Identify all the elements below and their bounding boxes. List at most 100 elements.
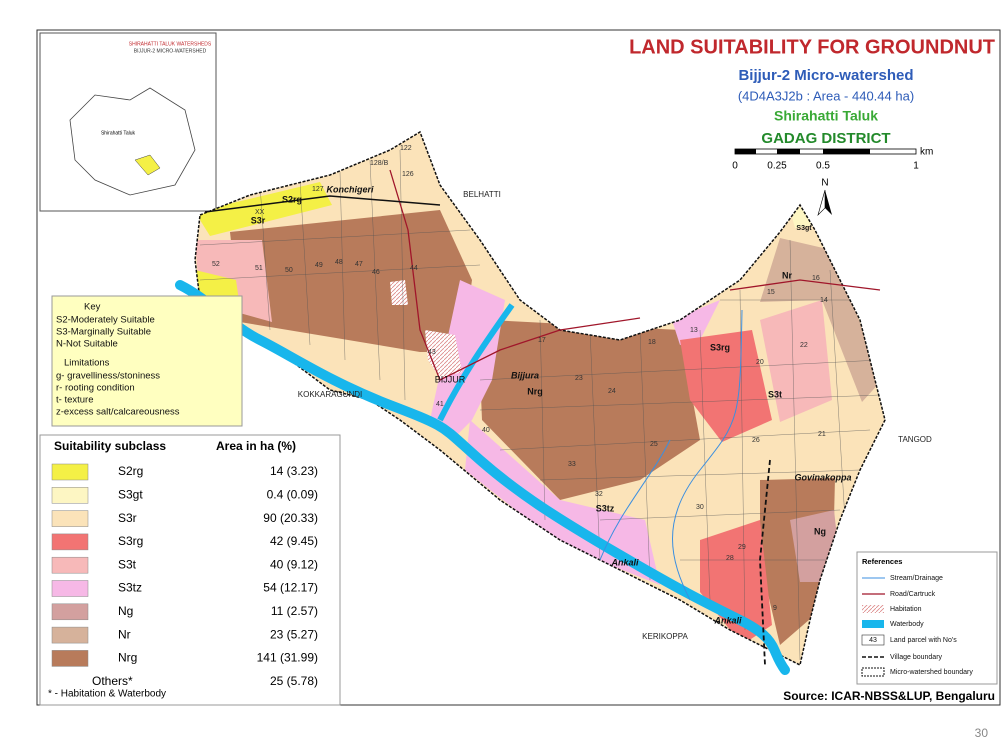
legend-class: S3rg bbox=[118, 534, 143, 548]
legend-footnote: * - Habitation & Waterbody bbox=[48, 689, 166, 700]
key-box bbox=[51, 295, 243, 427]
parcel-label: 15 bbox=[767, 289, 775, 296]
village-label: Bijjura bbox=[511, 370, 539, 380]
village-label: Govinakoppa bbox=[794, 472, 851, 482]
parcel-label: 52 bbox=[212, 261, 220, 268]
unit-label: S3rg bbox=[710, 342, 730, 352]
unit-label: S3tz bbox=[596, 503, 615, 513]
ref-item: Road/Cartruck bbox=[890, 591, 936, 598]
legend-area: 42 (9.45) bbox=[270, 534, 318, 548]
legend-area: 54 (12.17) bbox=[263, 581, 318, 595]
parcel-label: 21 bbox=[818, 431, 826, 438]
legend-class: S2rg bbox=[118, 464, 143, 478]
legend-area: 11 (2.57) bbox=[271, 604, 318, 618]
place-label: TANGOD bbox=[898, 435, 932, 444]
legend-class: Nr bbox=[118, 627, 131, 641]
legend-swatch bbox=[51, 580, 89, 597]
title: LAND SUITABILITY FOR GROUNDNUT bbox=[629, 36, 995, 58]
parcel-label: 51 bbox=[255, 265, 263, 272]
key-item: t- texture bbox=[56, 395, 94, 406]
parcel-label: 9 bbox=[773, 605, 777, 612]
place-label: KOKKARAGUNDI bbox=[298, 390, 362, 399]
unit-label: S2rg bbox=[282, 194, 302, 204]
legend-class: Others* bbox=[92, 674, 133, 688]
subtitle: Bijjur-2 Micro-watershed bbox=[738, 67, 913, 84]
parcel-label: 122 bbox=[400, 145, 412, 152]
parcel-label: 18 bbox=[648, 339, 656, 346]
legend-box bbox=[39, 434, 341, 706]
scale-label: 0 bbox=[732, 161, 738, 172]
inset-label: Shirahatti Taluk bbox=[101, 130, 136, 136]
legend-swatch bbox=[51, 650, 89, 667]
parcel-label: 40 bbox=[482, 427, 490, 434]
ref-symbol bbox=[862, 620, 884, 628]
parcel-label: 44 bbox=[410, 265, 418, 272]
unit-label: Nr bbox=[782, 270, 792, 280]
taluk: Shirahatti Taluk bbox=[774, 108, 878, 124]
area-text: (4D4A3J2b : Area - 440.44 ha) bbox=[738, 88, 914, 103]
inset-title: SHIRAHATTI TALUK WATERSHEDS bbox=[129, 41, 212, 47]
ref-item: Waterbody bbox=[890, 621, 924, 628]
unit-label: S3gt bbox=[796, 225, 812, 232]
key-item: z-excess salt/calcareousness bbox=[56, 407, 180, 418]
legend-swatch bbox=[51, 556, 89, 574]
parcel-label: 41 bbox=[436, 401, 444, 408]
key-item: S3-Marginally Suitable bbox=[56, 327, 151, 338]
legend-class: Ng bbox=[118, 604, 133, 618]
parcel-label: 30 bbox=[696, 504, 704, 511]
parcel-label: 26 bbox=[752, 437, 760, 444]
place-label: KERIKOPPA bbox=[642, 632, 688, 641]
legend-area: 0.4 (0.09) bbox=[267, 487, 318, 501]
legend-class: S3t bbox=[118, 557, 137, 571]
legend-swatch bbox=[51, 603, 89, 621]
parcel-label: 49 bbox=[315, 262, 323, 269]
parcel-label: 126 bbox=[402, 171, 414, 178]
legend-area: 90 (20.33) bbox=[263, 511, 318, 525]
scale-unit: km bbox=[920, 147, 933, 158]
unit-label: S3t bbox=[768, 389, 782, 399]
page-number: 30 bbox=[975, 726, 989, 740]
legend-swatch bbox=[51, 510, 89, 527]
legend-swatch bbox=[51, 533, 89, 551]
key-item: S2-Moderately Suitable bbox=[56, 315, 155, 326]
parcel-label: 48 bbox=[335, 259, 343, 266]
legend-class: S3tz bbox=[118, 581, 142, 595]
ref-item: Stream/Drainage bbox=[890, 575, 943, 582]
village-label: Ankali bbox=[610, 557, 639, 567]
ref-item: Land parcel with No's bbox=[890, 637, 957, 644]
parcel-label: 29 bbox=[738, 544, 746, 551]
inset-map: SHIRAHATTI TALUK WATERSHEDS BIJJUR-2 MIC… bbox=[39, 32, 217, 212]
ref-symbol bbox=[861, 634, 885, 646]
ref-item: Village boundary bbox=[890, 654, 943, 661]
unit-label: Nrg bbox=[527, 386, 543, 396]
key-item: r- rooting condition bbox=[56, 383, 135, 394]
parcel-label: 32 bbox=[595, 491, 603, 498]
references-box bbox=[856, 551, 998, 685]
references-heading: References bbox=[862, 557, 902, 566]
legend-area: 40 (9.12) bbox=[270, 557, 318, 571]
scale-label: 1 bbox=[913, 161, 919, 172]
inset-subtitle: BIJJUR-2 MICRO-WATERSHED bbox=[134, 48, 207, 54]
parcel-label: 128/B bbox=[370, 160, 389, 167]
key-item: g- gravelliness/stoniness bbox=[56, 371, 160, 382]
north-arrow bbox=[825, 190, 832, 215]
key-heading: Key bbox=[84, 302, 101, 313]
legend-area: 25 (5.78) bbox=[270, 674, 318, 688]
parcel-label: 43 bbox=[428, 349, 436, 356]
ref-item: Micro-watershed boundary bbox=[890, 669, 973, 676]
ref-parcel-sample: 43 bbox=[869, 637, 877, 644]
parcel-label: 46 bbox=[372, 269, 380, 276]
legend-header: Area in ha (%) bbox=[216, 439, 296, 453]
legend-area: 141 (31.99) bbox=[257, 651, 318, 665]
parcel-label: 20 bbox=[756, 359, 764, 366]
parcel-label: 50 bbox=[285, 267, 293, 274]
north-label: N bbox=[821, 178, 828, 189]
legend-swatch bbox=[51, 487, 89, 504]
watershed bbox=[175, 130, 886, 675]
legend-class: S3r bbox=[118, 511, 137, 525]
parcel-label: 23 bbox=[575, 375, 583, 382]
source: Source: ICAR-NBSS&LUP, Bengaluru bbox=[783, 689, 995, 703]
parcel-label: 13 bbox=[690, 327, 698, 334]
